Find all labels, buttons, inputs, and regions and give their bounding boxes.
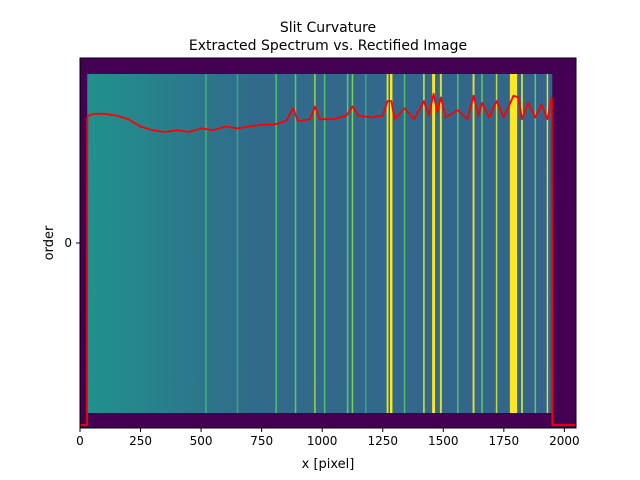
y-tick-label: 0 [64,236,72,250]
image-emission-line [294,74,297,413]
image-emission-line [323,74,326,413]
image-emission-line [546,74,549,413]
image-emission-line [534,74,537,413]
spectrum-line [80,92,576,426]
x-tick-label: 2000 [549,434,580,448]
image-emission-line [472,74,475,413]
image-emission-line [457,74,459,413]
x-tick-label: 1750 [489,434,520,448]
x-tick-label: 1250 [367,434,398,448]
extracted-spectrum [80,92,576,426]
image-emission-line [439,74,442,413]
image-emission-line [403,74,406,413]
x-tick-label: 0 [76,434,84,448]
x-axis: 0 250 500 750 1000 1250 1500 1750 2000 [76,428,580,448]
image-emission-line [390,74,393,413]
plot-area [80,58,576,428]
image-emission-line [521,74,523,413]
image-emission-line [314,74,316,413]
x-tick-label: 500 [190,434,213,448]
x-tick-label: 1000 [307,434,338,448]
y-axis-label: order [42,225,57,260]
y-axis: 0 [64,236,80,250]
image-emission-line [386,74,389,413]
image-emission-line [509,74,518,413]
image-emission-line [236,74,239,413]
chart-subtitle: Extracted Spectrum vs. Rectified Image [189,38,467,54]
chart-title: Slit Curvature [280,20,376,36]
image-emission-line [275,74,277,413]
image-emission-line [481,74,483,413]
image-emission-line [432,74,436,413]
image-background [87,74,553,413]
image-emission-line [351,74,354,413]
x-tick-label: 750 [250,434,273,448]
rectified-image [87,74,553,413]
image-emission-line [495,74,498,413]
x-tick-label: 1500 [428,434,459,448]
image-emission-line [423,74,425,413]
x-axis-label: x [pixel] [302,457,355,472]
image-emission-line [205,74,207,413]
image-emission-line [365,74,367,413]
image-emission-line [346,74,349,413]
x-tick-label: 250 [129,434,152,448]
